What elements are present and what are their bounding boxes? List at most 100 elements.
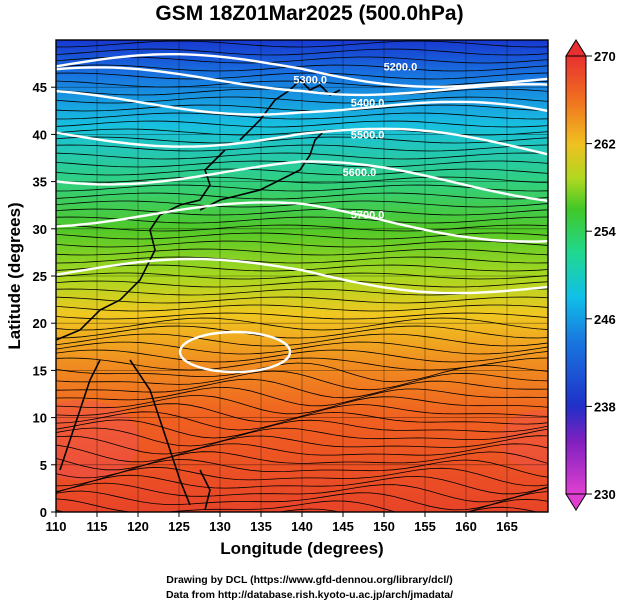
x-tick-label: 140 [291,519,313,534]
wind-streamlines [56,40,548,512]
x-tick-label: 115 [87,519,108,534]
streamline [56,419,548,439]
streamline [56,498,548,512]
streamline [56,325,548,339]
x-axis-label: Longitude (degrees) [220,539,383,558]
streamline [56,482,548,503]
streamline [56,224,548,232]
contour-label-5400.0: 5400.0 [351,97,385,109]
streamline [56,96,548,104]
streamline [56,427,548,447]
x-tick-label: 125 [168,519,190,534]
streamline [56,443,548,463]
streamline [56,184,548,192]
streamline [56,362,548,383]
streamline [56,40,548,48]
x-tick-label: 110 [46,519,67,534]
y-tick-label: 15 [33,363,47,378]
y-tick-label: 35 [33,175,47,190]
y-tick-label: 45 [33,80,47,95]
streamline [56,192,548,200]
contour-label-5700.0: 5700.0 [351,210,385,222]
streamline [56,333,548,347]
y-tick-label: 40 [33,127,47,142]
colorbar-tick-label: 254 [594,224,616,239]
streamline [56,506,539,512]
streamline [56,386,548,407]
streamline [56,490,548,511]
contour-label-5600.0: 5600.0 [343,167,377,179]
contour-5800.0 [56,257,548,295]
streamline [56,144,548,152]
contour-5600.0 [56,160,548,203]
contour-5700.0 [56,201,548,243]
streamline [56,395,548,415]
contour-5200.0 [56,53,548,88]
colorbar-tick-label: 246 [594,312,616,327]
colorbar: 230 238 246 254 262 270 [565,39,616,511]
streamline [56,411,548,431]
y-tick-label: 5 [40,458,47,473]
x-tick-label: 160 [455,519,477,534]
streamline [56,317,548,331]
streamline [56,64,548,72]
x-tick-label: 130 [209,519,231,534]
streamline [56,370,548,391]
streamline [56,312,548,320]
streamline [56,240,548,248]
contour-5500.0 [56,127,548,156]
streamline [56,112,548,120]
streamline [56,378,548,399]
streamline [56,208,548,216]
streamline [56,272,548,280]
x-tick-label: 155 [414,519,436,534]
streamline [56,459,548,479]
streamline [56,466,548,487]
streamline [56,349,548,363]
streamline [56,176,548,184]
streamline [56,256,548,264]
y-axis-label: Latitude (degrees) [5,202,24,349]
colorbar-tick-label: 270 [594,49,616,64]
streamline [56,474,548,495]
chart-title: GSM 18Z01Mar2025 (500.0hPa) [155,2,464,25]
streamline [56,216,548,224]
contour-label-5300.0: 5300.0 [293,75,327,87]
y-tick-label: 25 [33,269,47,284]
x-tick-label: 135 [250,519,272,534]
streamline [56,104,548,112]
streamline [56,248,548,256]
streamline [56,120,548,128]
credit-data-source: Data from http://database.rish.kyoto-u.a… [165,589,454,601]
y-tick-label: 30 [33,222,47,237]
y-tick-label: 20 [33,316,47,331]
streamline [56,152,548,160]
colorbar-tick-label: 238 [594,399,616,414]
streamline [56,128,548,136]
y-tick-label: 10 [33,411,47,426]
y-tick-label: 0 [40,505,47,520]
contour-5300.0 [56,66,548,97]
x-tick-label: 120 [127,519,149,534]
x-tick-label: 145 [332,519,354,534]
streamline [56,341,548,355]
streamline [56,232,548,240]
streamline [56,435,548,455]
streamline [56,451,548,471]
colorbar-tick-label: 262 [594,137,616,152]
streamline [56,72,548,80]
x-tick-label: 165 [496,519,518,534]
x-tick-label: 150 [373,519,395,534]
streamline [56,136,548,144]
height-contours [56,53,548,295]
contour-label-5200.0: 5200.0 [384,61,418,73]
credit-dcl: Drawing by DCL (https://www.gfd-dennou.o… [166,574,453,586]
streamline [56,48,548,56]
streamline [56,168,548,176]
high-pressure-contour [178,330,292,374]
streamline [56,280,548,288]
colorbar-tick-label: 230 [594,487,616,502]
coastline [56,78,341,511]
streamline [56,403,548,423]
